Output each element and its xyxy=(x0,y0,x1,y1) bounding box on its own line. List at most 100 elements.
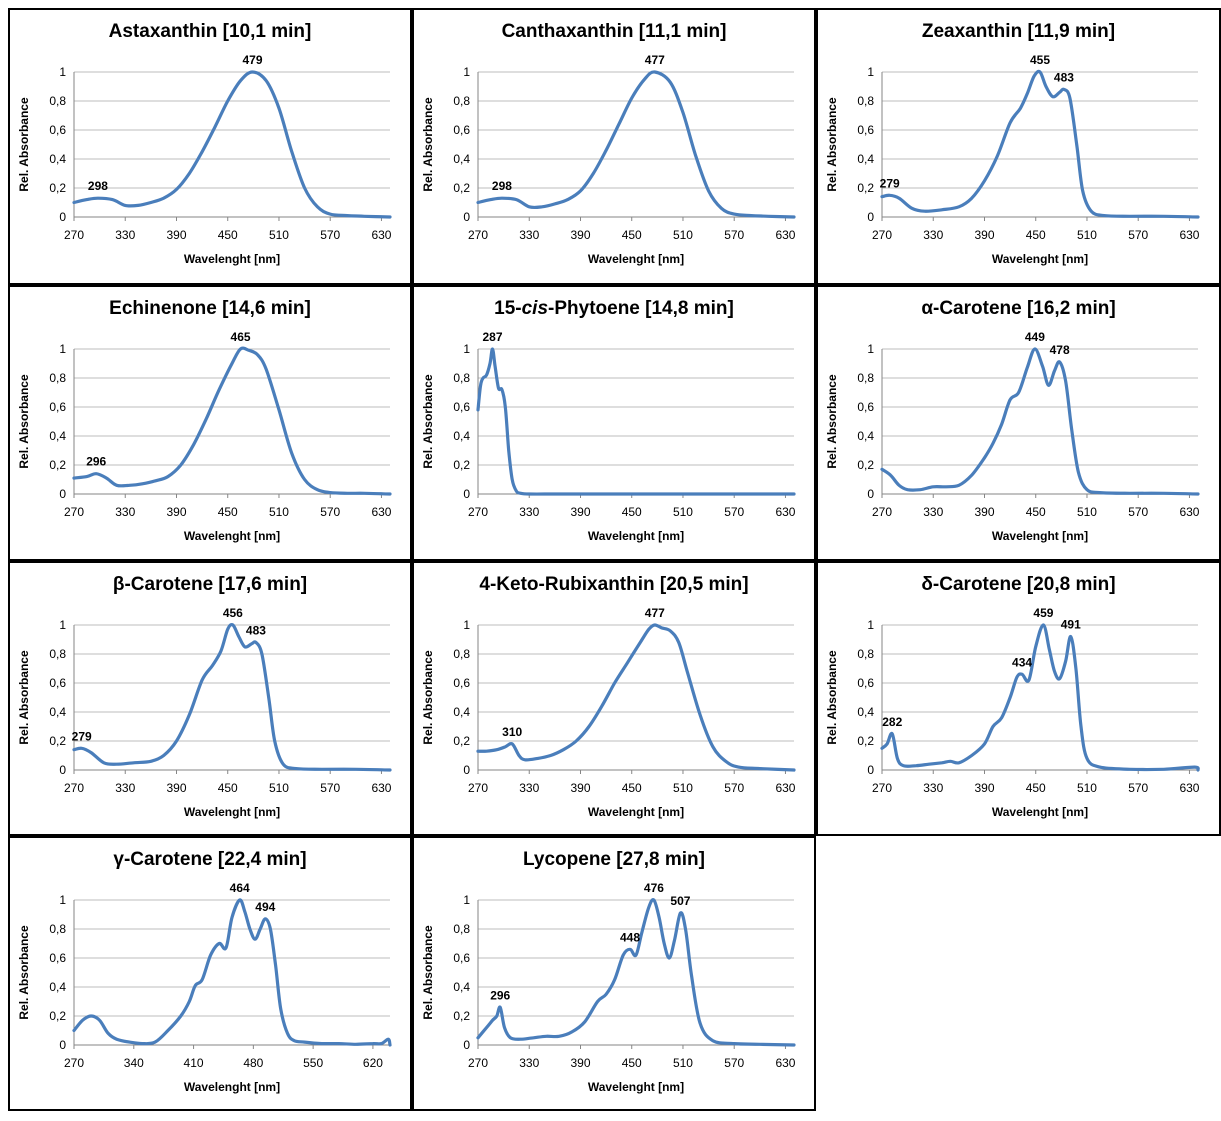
chart-panel: γ-Carotene [22,4 min] 0 0,2 0,4 0,6 0,8 1 270 34… xyxy=(8,836,412,1111)
y-tick-label: 0 xyxy=(463,487,470,501)
x-tick-label: 270 xyxy=(468,228,488,242)
series-line xyxy=(476,623,796,772)
y-tick-label: 1 xyxy=(463,65,470,79)
chart-title-part: 15- xyxy=(494,298,521,319)
y-tick-label: 0 xyxy=(463,763,470,777)
x-tick-label: 330 xyxy=(115,781,135,795)
chart-title: 15-cis-Phytoene [14,8 min] xyxy=(494,298,734,319)
x-axis-label: Wavelenght [nm] xyxy=(588,252,684,266)
x-axis-label: Wavelenght [nm] xyxy=(992,252,1088,266)
chart-title: Astaxanthin [10,1 min] xyxy=(109,21,312,42)
chart-title: δ-Carotene [20,8 min] xyxy=(921,574,1115,595)
peak-label: 279 xyxy=(72,729,92,743)
y-tick-label: 0,4 xyxy=(453,705,470,719)
chart-panel: Lycopene [27,8 min] 0 0,2 0,4 0,6 0,8 1 270 330 3… xyxy=(412,836,816,1111)
spectrum-chart: Astaxanthin [10,1 min] 0 0,2 0,4 0,6 0,8 1 270 3… xyxy=(17,21,392,266)
y-tick-label: 0 xyxy=(463,210,470,224)
x-tick-label: 450 xyxy=(218,781,238,795)
x-tick-label: 330 xyxy=(923,505,943,519)
series-line xyxy=(72,898,392,1047)
x-tick-label: 450 xyxy=(1026,781,1046,795)
chart-title: Lycopene [27,8 min] xyxy=(523,849,705,870)
x-tick-label: 390 xyxy=(974,781,994,795)
y-tick-label: 0,2 xyxy=(49,1009,66,1023)
y-tick-label: 0,6 xyxy=(49,951,66,965)
x-tick-label: 390 xyxy=(570,781,590,795)
x-tick-label: 390 xyxy=(166,228,186,242)
x-tick-label: 450 xyxy=(622,505,642,519)
peak-label: 448 xyxy=(620,930,640,944)
y-tick-label: 0,4 xyxy=(49,152,66,166)
x-tick-label: 270 xyxy=(64,1056,84,1070)
y-tick-label: 0,2 xyxy=(857,181,874,195)
chart-title: β-Carotene [17,6 min] xyxy=(113,574,307,595)
x-axis-label: Wavelenght [nm] xyxy=(588,529,684,543)
y-axis-label: Rel. Absorbance xyxy=(825,97,839,192)
x-tick-label: 390 xyxy=(974,505,994,519)
x-tick-label: 570 xyxy=(724,228,744,242)
series-line xyxy=(880,347,1200,496)
peak-label: 282 xyxy=(882,715,902,729)
y-tick-label: 0 xyxy=(59,487,66,501)
x-tick-label: 620 xyxy=(363,1056,383,1070)
spectrum-chart: γ-Carotene [22,4 min] 0 0,2 0,4 0,6 0,8 1 270 34… xyxy=(17,849,392,1094)
x-tick-label: 550 xyxy=(303,1056,323,1070)
peak-label: 296 xyxy=(490,988,510,1002)
y-tick-label: 0,8 xyxy=(857,94,874,108)
y-axis-label: Rel. Absorbance xyxy=(421,97,435,192)
chart-panel: Zeaxanthin [11,9 min] 0 0,2 0,4 0,6 0,8 1 270 33… xyxy=(816,8,1221,285)
peak-label: 478 xyxy=(1050,343,1070,357)
y-tick-label: 1 xyxy=(59,893,66,907)
y-axis-label: Rel. Absorbance xyxy=(421,650,435,745)
spectrum-chart: δ-Carotene [20,8 min] 0 0,2 0,4 0,6 0,8 1 270 33… xyxy=(825,574,1200,819)
y-tick-label: 0 xyxy=(867,210,874,224)
y-tick-label: 0,8 xyxy=(453,94,470,108)
y-tick-label: 0,2 xyxy=(857,734,874,748)
y-axis-label: Rel. Absorbance xyxy=(17,374,31,469)
spectrum-chart: β-Carotene [17,6 min] 0 0,2 0,4 0,6 0,8 1 270 33… xyxy=(17,574,392,819)
y-tick-label: 0 xyxy=(867,487,874,501)
y-tick-label: 0 xyxy=(59,763,66,777)
chart-panel: 4-Keto-Rubixanthin [20,5 min] 0 0,2 0,4 0,6 0… xyxy=(412,561,816,836)
x-tick-label: 390 xyxy=(974,228,994,242)
y-tick-label: 1 xyxy=(867,342,874,356)
series-line xyxy=(476,70,796,219)
x-tick-label: 480 xyxy=(243,1056,263,1070)
y-tick-label: 1 xyxy=(463,342,470,356)
peak-label: 279 xyxy=(880,176,900,190)
x-tick-label: 330 xyxy=(519,505,539,519)
chart-title-part: cis xyxy=(522,298,548,319)
y-tick-label: 1 xyxy=(59,65,66,79)
x-tick-label: 570 xyxy=(724,1056,744,1070)
x-tick-label: 510 xyxy=(1077,505,1097,519)
y-tick-label: 0,6 xyxy=(49,123,66,137)
peak-label: 459 xyxy=(1033,606,1053,620)
chart-title: γ-Carotene [22,4 min] xyxy=(113,849,306,870)
spectrum-chart: Echinenone [14,6 min] 0 0,2 0,4 0,6 0,8 1 270 33… xyxy=(17,298,392,543)
y-tick-label: 0,8 xyxy=(453,922,470,936)
y-tick-label: 0,6 xyxy=(453,676,470,690)
x-tick-label: 270 xyxy=(468,1056,488,1070)
y-tick-label: 0,6 xyxy=(453,123,470,137)
y-tick-label: 0,6 xyxy=(857,400,874,414)
spectrum-chart: Zeaxanthin [11,9 min] 0 0,2 0,4 0,6 0,8 1 270 33… xyxy=(825,21,1200,266)
x-tick-label: 330 xyxy=(519,228,539,242)
x-tick-label: 570 xyxy=(320,505,340,519)
y-tick-label: 0,4 xyxy=(857,152,874,166)
y-tick-label: 0,2 xyxy=(49,458,66,472)
chart-panel: Echinenone [14,6 min] 0 0,2 0,4 0,6 0,8 1 270 33… xyxy=(8,285,412,561)
x-tick-label: 570 xyxy=(724,781,744,795)
x-tick-label: 570 xyxy=(1128,781,1148,795)
x-tick-label: 270 xyxy=(872,505,892,519)
y-tick-label: 0,4 xyxy=(49,429,66,443)
y-tick-label: 0,8 xyxy=(49,94,66,108)
x-axis-label: Wavelenght [nm] xyxy=(184,529,280,543)
peak-label: 310 xyxy=(502,725,522,739)
x-tick-label: 450 xyxy=(622,1056,642,1070)
y-tick-label: 0,4 xyxy=(49,980,66,994)
y-tick-label: 0,4 xyxy=(857,429,874,443)
peak-label: 298 xyxy=(88,179,108,193)
x-axis-label: Wavelenght [nm] xyxy=(588,1080,684,1094)
peak-label: 494 xyxy=(255,900,275,914)
